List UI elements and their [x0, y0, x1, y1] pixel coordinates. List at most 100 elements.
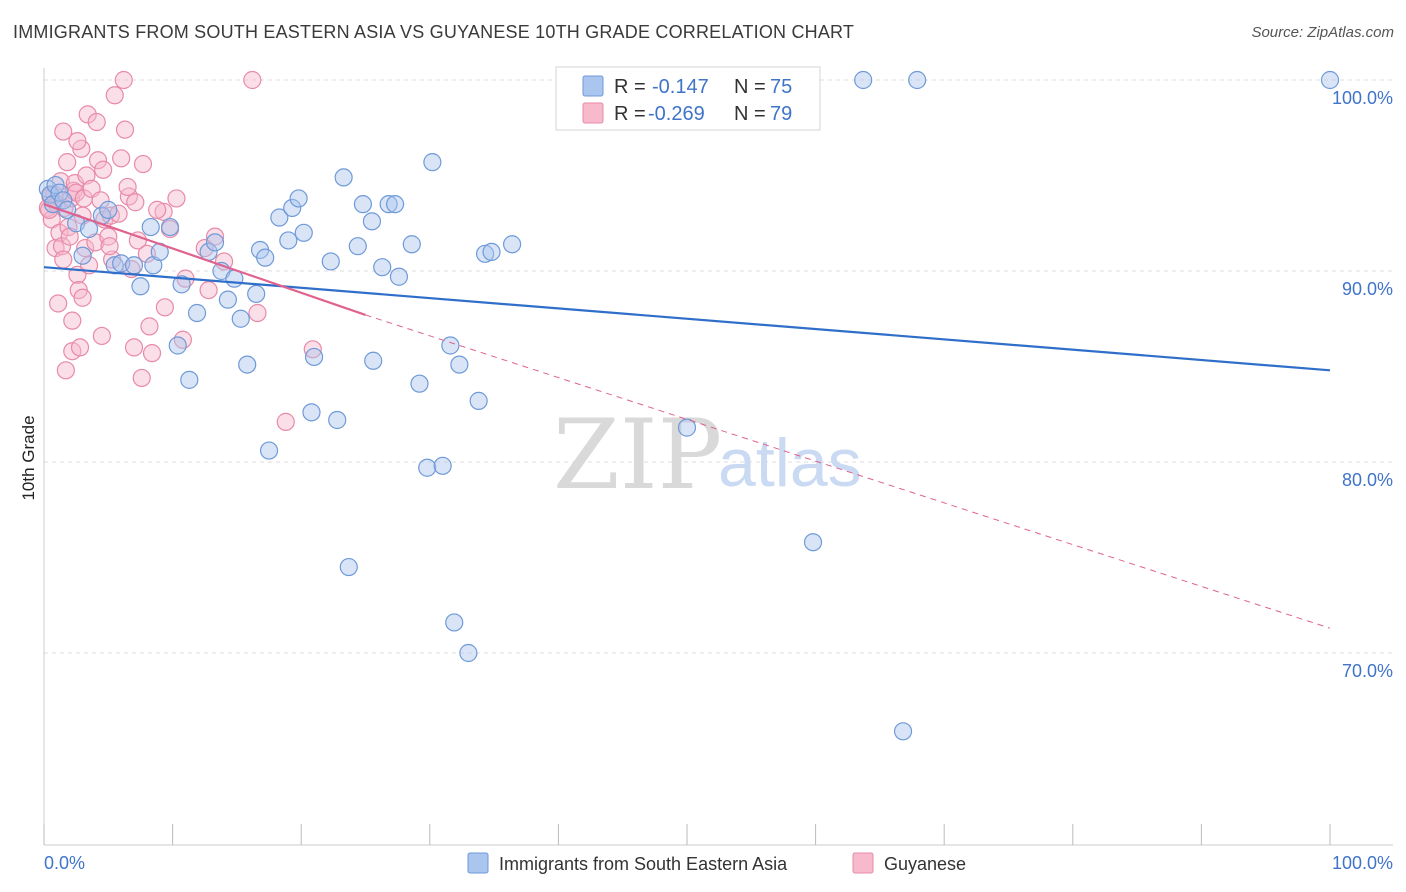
sea-point-45: [339, 557, 358, 577]
guyanese-point-61: [56, 361, 75, 380]
guyanese-point-41: [115, 120, 135, 139]
sea-point-31: [247, 284, 266, 304]
guyanese-point-63: [73, 288, 92, 307]
guyanese-point-22: [70, 338, 90, 357]
sea-point-40: [302, 403, 321, 422]
sea-point-19: [160, 217, 180, 237]
x-axis-ticks: [43, 824, 1331, 845]
guyanese-point-49: [154, 202, 173, 221]
sea-point-38: [289, 189, 308, 208]
sea-point-47: [353, 195, 373, 214]
legend-sea-swatch: [467, 852, 489, 874]
guyanese-point-58: [248, 303, 267, 323]
y-tick-label-90: 90.0%: [1342, 279, 1393, 299]
sea-point-59: [441, 336, 460, 355]
guyanese-point-48: [140, 317, 159, 336]
guyanese-point-64: [92, 326, 111, 346]
trend-lines: [43, 203, 1331, 629]
guyanese-point-54: [199, 281, 218, 300]
sea-point-69: [803, 533, 823, 552]
sea-point-63: [469, 391, 488, 410]
guyanese-point-27: [77, 166, 96, 185]
sea-point-57: [423, 153, 442, 172]
stats-legend-pink-swatch: [582, 102, 604, 124]
guyanese-point-78: [173, 330, 192, 349]
y-tick-label-70: 70.0%: [1342, 661, 1393, 681]
stats-legend-blue-swatch: [582, 75, 604, 97]
sea-point-56: [418, 458, 437, 477]
guyanese-point-59: [276, 412, 295, 431]
source-credit: Source: ZipAtlas.com: [1251, 24, 1394, 41]
sea-point-70: [854, 70, 873, 90]
sea-point-30: [238, 355, 257, 374]
sea-point-66: [503, 235, 522, 254]
sea-point-48: [362, 212, 382, 231]
blue-r-label: R =: [614, 76, 646, 98]
guyanese-point-62: [63, 311, 82, 330]
guyanese-point-33: [94, 160, 113, 179]
sea-point-14: [124, 256, 144, 275]
guyanese-point-69: [54, 122, 73, 141]
guyanese-point-9: [52, 237, 72, 256]
pink-n-value: 79: [770, 103, 792, 125]
guyanese-point-7: [50, 223, 69, 242]
guyanese-point-77: [155, 298, 174, 317]
guyanese-point-40: [112, 149, 131, 168]
guyanese-point-74: [118, 177, 137, 197]
legend-sea-label: Immigrants from South Eastern Asia: [499, 854, 788, 874]
sea-point-51: [379, 195, 398, 214]
sea-point-42: [321, 252, 340, 271]
sea-point-41: [304, 347, 324, 367]
sea-point-43: [328, 410, 347, 430]
sea-point-34: [259, 441, 279, 460]
guyanese-point-70: [68, 132, 87, 151]
legend-guyanese-label: Guyanese: [884, 854, 966, 874]
sea-point-73: [1320, 70, 1340, 90]
sea-point-5: [54, 191, 73, 210]
guyanese-point-31: [88, 151, 108, 170]
guyanese-point-57: [243, 70, 262, 90]
sea-point-61: [450, 355, 469, 374]
sea-point-8: [73, 246, 92, 265]
guyanese-trend-extension: [365, 314, 1331, 629]
guyanese-point-44: [124, 338, 144, 357]
pink-n-label: N =: [734, 103, 766, 125]
sea-point-53: [389, 267, 409, 286]
x-tick-label-max: 100.0%: [1332, 853, 1393, 873]
sea-point-72: [908, 70, 927, 90]
blue-r-value: -0.147: [652, 76, 709, 98]
sea-point-52: [385, 195, 405, 214]
guyanese-point-60: [303, 340, 322, 359]
sea-point-11: [99, 200, 118, 219]
sea-point-20: [168, 336, 187, 355]
sea-point-64: [475, 244, 495, 263]
sea-trend-line: [43, 266, 1331, 372]
guyanese-point-55: [205, 227, 225, 246]
guyanese-point-76: [148, 200, 167, 219]
y-tick-label-100: 100.0%: [1332, 88, 1393, 108]
sea-point-33: [256, 248, 275, 267]
guyanese-point-10: [54, 250, 73, 269]
sea-point-58: [433, 456, 452, 475]
stats-legend: R = -0.147 N = 75 R = -0.269 N = 79: [555, 66, 821, 131]
sea-point-62: [459, 643, 478, 663]
guyanese-point-73: [100, 237, 119, 256]
sea-point-71: [893, 722, 913, 741]
sea-point-60: [445, 613, 464, 632]
guyanese-trend-line: [43, 203, 366, 316]
guyanese-point-66: [132, 368, 151, 388]
sea-point-23: [187, 303, 207, 323]
y-tick-labels: 70.0% 80.0% 90.0% 100.0%: [1332, 88, 1393, 681]
sea-point-27: [218, 290, 237, 309]
pink-r-value: -0.269: [648, 103, 705, 125]
sea-point-50: [373, 258, 392, 277]
series-legend: Immigrants from South Eastern Asia Guyan…: [467, 852, 966, 874]
sea-point-29: [231, 309, 250, 328]
guyanese-point-32: [91, 191, 110, 210]
legend-guyanese-swatch: [852, 852, 874, 874]
sea-point-54: [402, 235, 421, 254]
sea-point-44: [334, 168, 353, 187]
guyanese-point-46: [133, 154, 153, 174]
blue-n-label: N =: [734, 76, 766, 98]
